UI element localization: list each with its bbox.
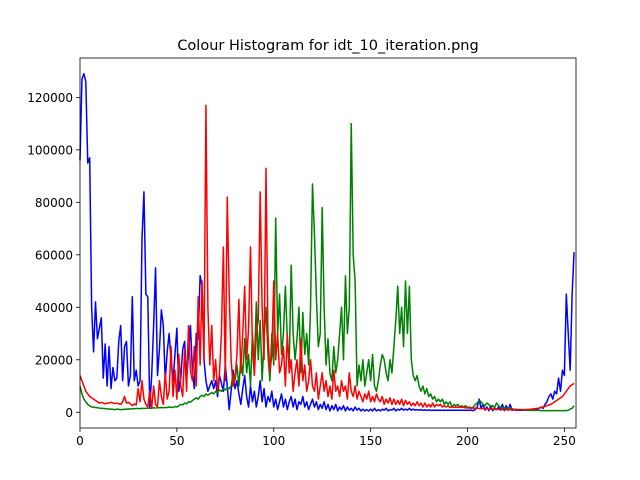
x-axis: 0 50 100 150 200 250: [76, 428, 576, 448]
y-tick-label: 40000: [35, 301, 73, 315]
series-line-2: [79, 122, 575, 412]
y-tick-label: 60000: [35, 248, 73, 262]
series-layer: [79, 72, 575, 412]
series-line-1: [79, 72, 575, 412]
y-tick-label: 100000: [27, 143, 73, 157]
plot-area: [80, 58, 576, 428]
y-tick-label: 0: [65, 406, 73, 420]
x-tick-label: 150: [359, 434, 382, 448]
series-line-3: [79, 104, 575, 411]
y-axis: 0 20000 40000 60000 80000 100000 120000: [27, 91, 80, 420]
x-tick-label: 50: [169, 434, 184, 448]
x-tick-label: 0: [76, 434, 84, 448]
plot-frame: [79, 57, 577, 429]
x-tick-label: 100: [262, 434, 285, 448]
chart-title: Colour Histogram for idt_10_iteration.pn…: [177, 38, 478, 54]
y-tick-label: 20000: [35, 353, 73, 367]
x-tick-label: 200: [456, 434, 479, 448]
y-tick-label: 80000: [35, 196, 73, 210]
x-tick-label: 250: [553, 434, 576, 448]
y-tick-label: 120000: [27, 91, 73, 105]
